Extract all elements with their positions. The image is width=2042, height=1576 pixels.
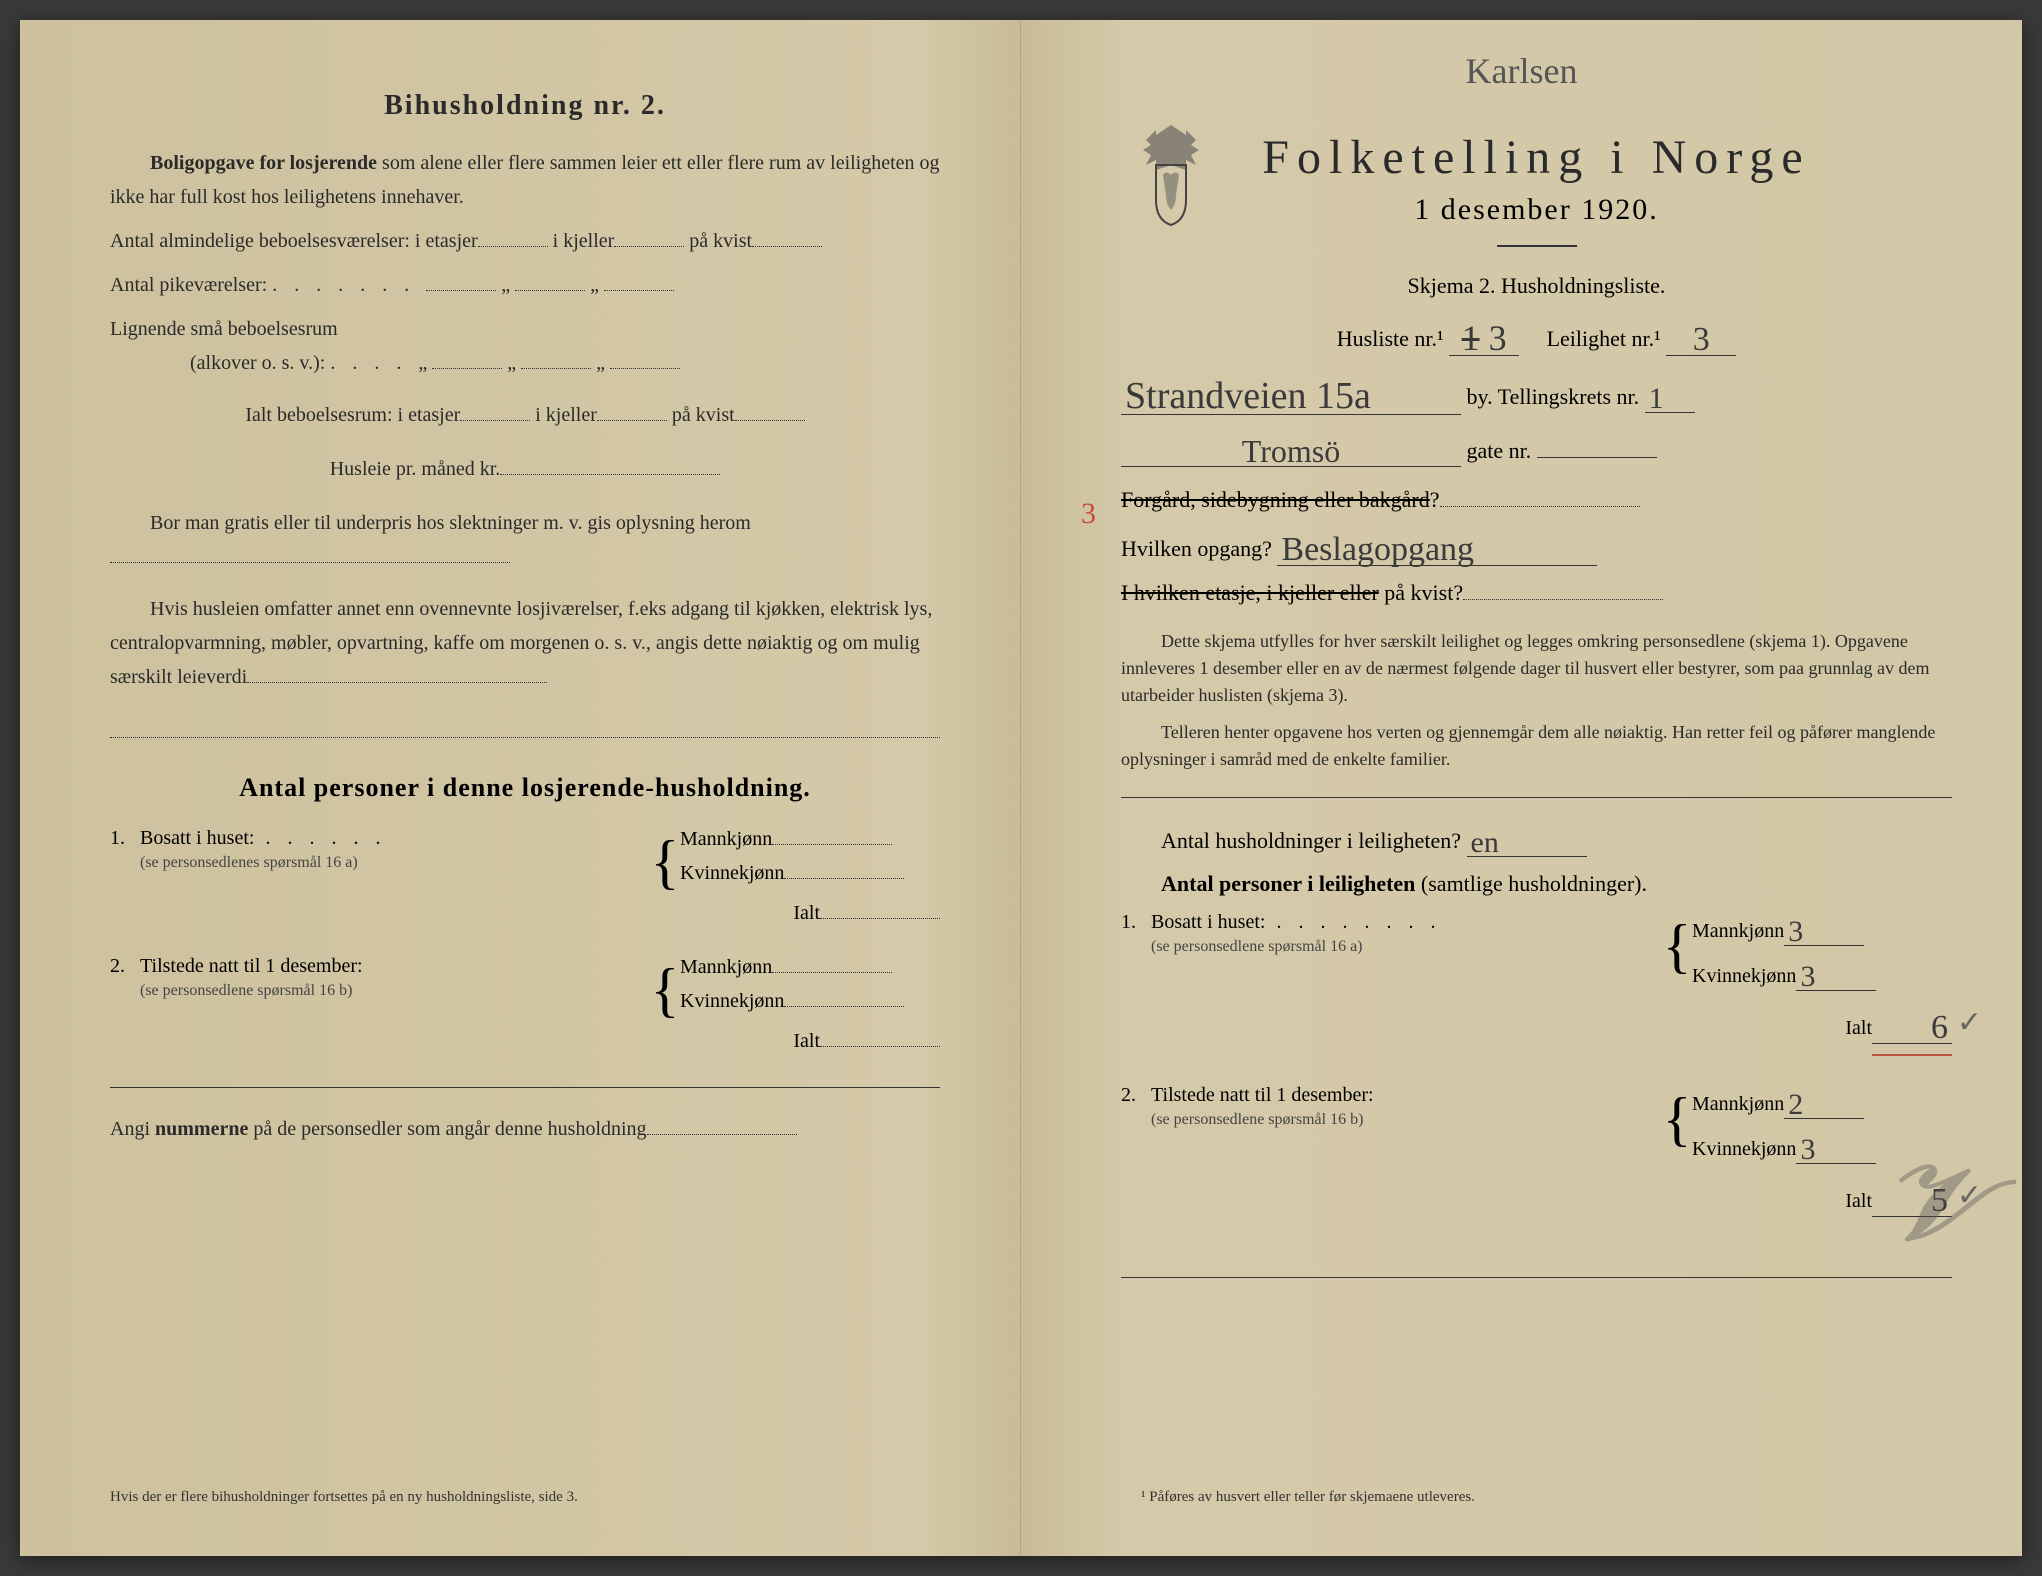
intro-bold: Boligopgave for losjerende	[150, 152, 377, 174]
husleie-line: Husleie pr. måned kr.	[110, 452, 940, 486]
right-page: Karlsen Folketelling i Norge 1 desember …	[1021, 20, 2022, 1556]
hvis-paragraph: Hvis husleien omfatter annet enn ovennev…	[110, 592, 940, 694]
angi-line: Angi nummerne på de personsedler som ang…	[110, 1112, 940, 1146]
right-item-2: 2. Tilstede natt til 1 desember: (se per…	[1121, 1084, 1952, 1227]
etasje-line: I hvilken etasje, i kjeller eller på kvi…	[1121, 580, 1952, 606]
antal-hush-line: Antal husholdninger i leiligheten? en	[1121, 822, 1952, 857]
left-section-title: Antal personer i denne losjerende-hushol…	[110, 773, 940, 803]
left-title: Bihusholdning nr. 2.	[110, 90, 940, 122]
address-line: Strandveien 15a by. Tellingskrets nr. 1	[1121, 370, 1952, 415]
ialt-rooms-line: Ialt beboelsesrum: i etasjer i kjeller p…	[110, 398, 940, 432]
left-footnote: Hvis der er flere bihusholdninger fortse…	[110, 1489, 578, 1506]
antal-pers-line: Antal personer i leiligheten (samtlige h…	[1121, 871, 1952, 897]
husliste-line: Husliste nr.¹ 1 3 Leilighet nr.¹ 3	[1121, 313, 1952, 356]
main-title: Folketelling i Norge	[1121, 130, 1952, 185]
right-footnote: ¹ Påføres av husvert eller teller før sk…	[1141, 1489, 1922, 1506]
bor-line: Bor man gratis eller til underpris hos s…	[110, 506, 940, 574]
left-item-2: 2. Tilstede natt til 1 desember: (se per…	[110, 955, 940, 1063]
skjema-line: Skjema 2. Husholdningsliste.	[1121, 273, 1952, 299]
subtitle: 1 desember 1920.	[1121, 193, 1952, 227]
census-document: Bihusholdning nr. 2. Boligopgave for los…	[20, 20, 2022, 1556]
pike-line: Antal pikeværelser: . . . . . . . „ „	[110, 268, 940, 302]
coat-of-arms-icon	[1131, 120, 1211, 230]
left-page: Bihusholdning nr. 2. Boligopgave for los…	[20, 20, 1021, 1556]
opgang-line: Hvilken opgang? Beslagopgang	[1121, 527, 1952, 566]
right-item-1: 1. Bosatt i huset: . . . . . . . . (se p…	[1121, 911, 1952, 1054]
left-item-1: 1. Bosatt i huset: . . . . . . (se perso…	[110, 827, 940, 935]
lignende-line: Lignende små beboelsesrum (alkover o. s.…	[110, 312, 940, 380]
city-line: Tromsö gate nr.	[1121, 429, 1952, 467]
intro-paragraph: Boligopgave for losjerende som alene ell…	[110, 146, 940, 214]
red-annotation: 3	[1081, 497, 1096, 531]
forgard-line: Forgård, sidebygning eller bakgård?	[1121, 487, 1952, 513]
handwritten-surname: Karlsen	[1466, 50, 1578, 92]
instructions-2: Telleren henter opgavene hos verten og g…	[1121, 719, 1952, 773]
rooms-line: Antal almindelige beboelsesværelser: i e…	[110, 224, 940, 258]
instructions-1: Dette skjema utfylles for hver særskilt …	[1121, 628, 1952, 709]
